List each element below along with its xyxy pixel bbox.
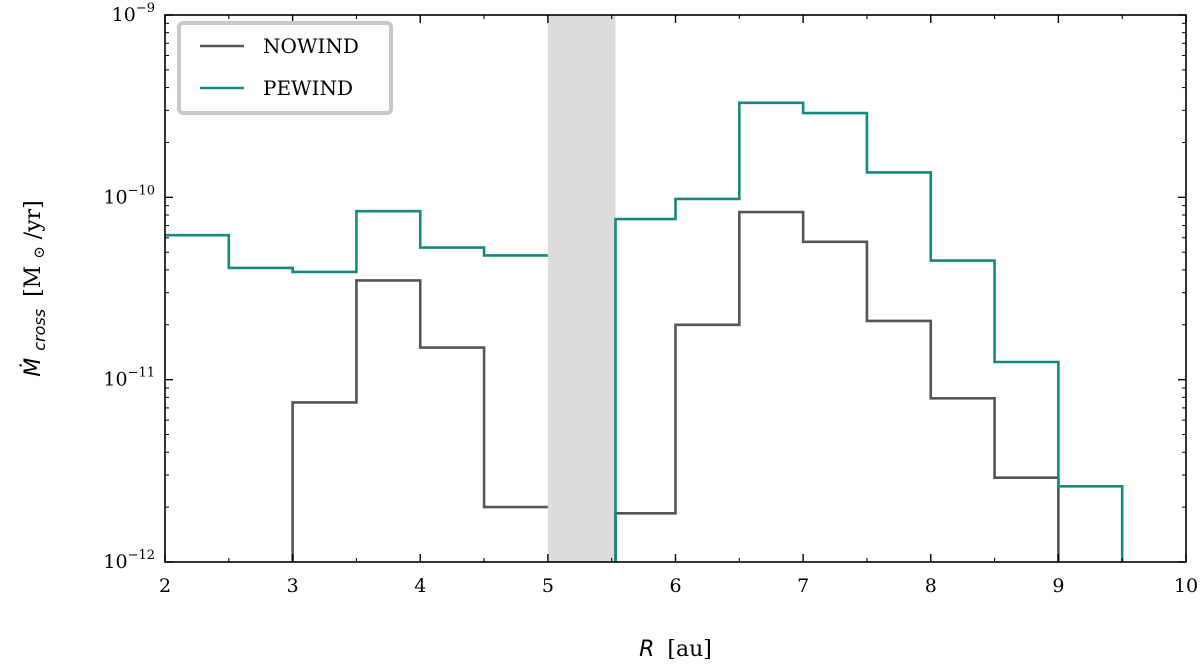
- x-axis-label-unit: [au]: [667, 637, 711, 662]
- series-pewind-segment-1: [614, 101, 1124, 562]
- x-tick-label: 9: [1052, 575, 1064, 597]
- y-tick-label: 10−11: [103, 366, 155, 391]
- legend-label-pewind: PEWIND: [263, 76, 353, 100]
- y-axis-label-sun-symbol: ⊙: [30, 246, 48, 259]
- tick-layer: 2 3 4 5 6 7 8 9 10 10−12 10−11 10−10 10−9: [103, 1, 1198, 597]
- x-tick-label: 10: [1174, 575, 1198, 597]
- y-axis-label-sub: cross: [30, 309, 49, 351]
- x-tick-label: 5: [542, 575, 554, 597]
- y-tick-label: 10−10: [103, 183, 155, 208]
- series-nowind-segment-0: [291, 279, 548, 562]
- shaded-band-layer: [547, 15, 616, 562]
- x-tick-label: 7: [797, 575, 809, 597]
- series-pewind-segment-0: [165, 209, 548, 274]
- y-tick-label: 10−9: [112, 1, 155, 26]
- x-tick-label: 6: [669, 575, 681, 597]
- x-tick-label: 8: [925, 575, 937, 597]
- series-nowind-segment-1: [614, 210, 1060, 562]
- missing-data-band: [547, 15, 616, 562]
- y-axis-label-unit-open: [M: [21, 266, 46, 297]
- y-axis-label-unit-close: /yr]: [21, 200, 46, 239]
- y-axis-label-main: Ṁ: [20, 358, 46, 377]
- y-axis-label: Ṁ cross [M ⊙ /yr]: [20, 200, 51, 376]
- x-axis-label-main: R: [639, 637, 654, 662]
- x-axis-label: R [au]: [639, 637, 712, 662]
- y-tick-label: 10−12: [103, 548, 155, 573]
- legend: NOWIND PEWIND: [177, 21, 393, 115]
- x-tick-label: 2: [159, 575, 171, 597]
- x-tick-label: 4: [414, 575, 426, 597]
- x-tick-label: 3: [287, 575, 299, 597]
- series-layer: [165, 101, 1124, 562]
- legend-label-nowind: NOWIND: [263, 34, 359, 58]
